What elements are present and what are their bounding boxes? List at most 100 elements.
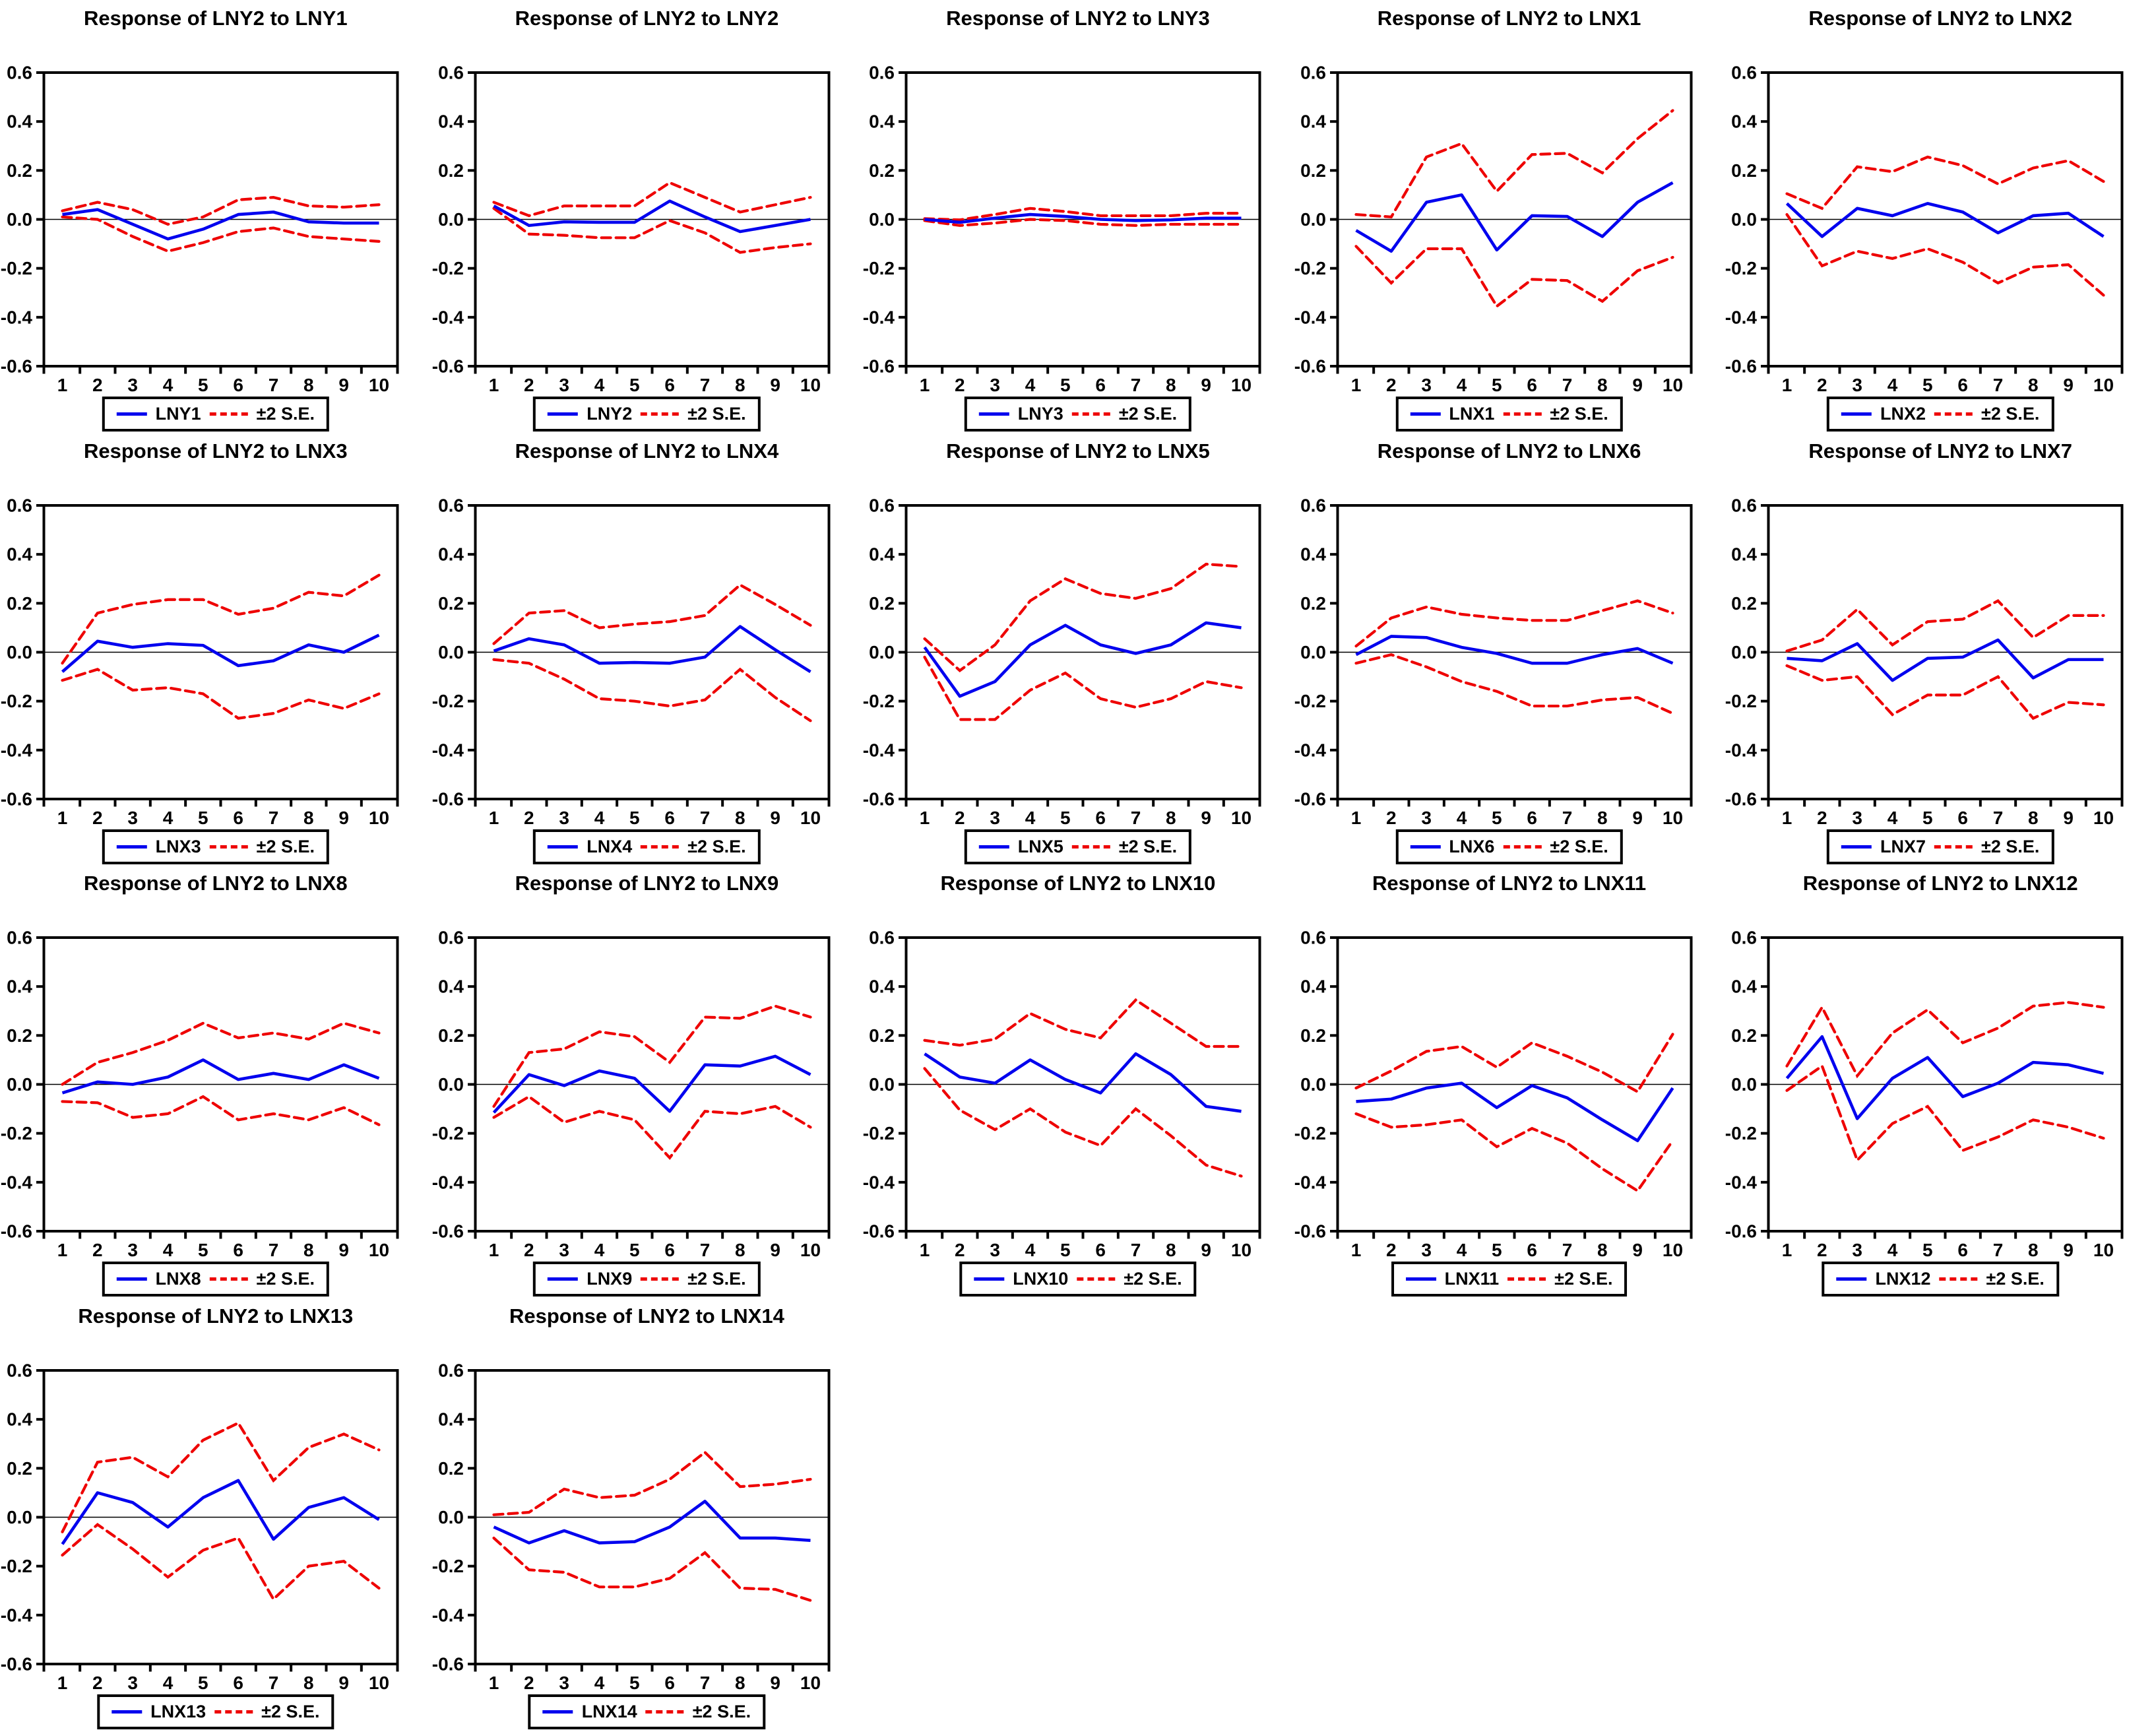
legend: LNX14 ±2 S.E. xyxy=(528,1694,766,1729)
x-tick-label: 2 xyxy=(955,807,965,827)
y-tick-label: 0.2 xyxy=(7,1025,32,1046)
lower-se-band-line xyxy=(923,1067,1243,1178)
x-axis: 1 2 3 4 5 6 7 8 9 10 xyxy=(1336,798,1693,828)
x-tick-label: 8 xyxy=(1166,375,1176,395)
x-tick-label: 3 xyxy=(127,1240,138,1260)
response-line-swatch xyxy=(1836,1277,1867,1281)
legend-se-label: ±2 S.E. xyxy=(1550,404,1608,424)
y-tick-label: -0.4 xyxy=(431,1172,464,1192)
x-tick-label: 5 xyxy=(198,807,208,827)
legend-response-label: LNX8 xyxy=(155,1269,201,1289)
y-tick-label: 0.0 xyxy=(438,641,464,662)
legend-se-label: ±2 S.E. xyxy=(1554,1269,1613,1289)
x-tick-label: 4 xyxy=(1887,807,1898,827)
x-tick-label: 4 xyxy=(1025,375,1036,395)
y-tick-label: -0.2 xyxy=(431,258,463,278)
x-tick-label: 10 xyxy=(800,1673,821,1693)
x-tick-label: 10 xyxy=(800,375,821,395)
legend-response-label: LNY3 xyxy=(1017,404,1063,424)
x-tick-label: 1 xyxy=(57,375,68,395)
response-line xyxy=(493,624,811,673)
legend-se-label: ±2 S.E. xyxy=(692,1701,751,1721)
x-tick-label: 9 xyxy=(1632,375,1643,395)
lower-se-band-line xyxy=(61,1095,381,1126)
x-axis: 1 2 3 4 5 6 7 8 9 10 xyxy=(474,798,831,828)
x-tick-label: 10 xyxy=(369,1240,389,1260)
chart-title: Response of LNY2 to LNX3 xyxy=(83,439,348,463)
y-tick-label: 0.2 xyxy=(438,1458,464,1478)
x-tick-label: 6 xyxy=(233,1240,243,1260)
x-tick-label: 7 xyxy=(269,1673,279,1693)
y-tick-label: 0.6 xyxy=(7,927,32,947)
legend: LNX3 ±2 S.E. xyxy=(102,829,329,864)
x-axis: 1 2 3 4 5 6 7 8 9 10 xyxy=(1336,1231,1693,1260)
x-tick-label: 8 xyxy=(303,375,314,395)
legend-se-label: ±2 S.E. xyxy=(1118,404,1178,424)
upper-se-band-line xyxy=(1785,1001,2105,1079)
irf-chart: Response of LNY2 to LNX8 0.6 0.4 0.2 0.0 -0.… xyxy=(0,865,431,1298)
legend-response-label: LNX7 xyxy=(1880,836,1926,856)
response-line-swatch xyxy=(116,845,147,849)
y-tick-label: -0.2 xyxy=(1,1123,32,1143)
x-tick-label: 5 xyxy=(1922,807,1933,827)
x-tick-label: 10 xyxy=(1231,375,1252,395)
y-axis: 0.6 0.4 0.2 0.0 -0.2 -0.4 -0.6 xyxy=(1,1360,44,1674)
legend-response-label: LNX5 xyxy=(1017,836,1063,856)
y-axis: 0.6 0.4 0.2 0.0 -0.2 -0.4 -0.6 xyxy=(863,927,906,1242)
lower-se-band-line xyxy=(1354,653,1674,715)
irf-chart: Response of LNY2 to LNX10 0.6 0.4 0.2 0.0 -0… xyxy=(862,865,1294,1298)
x-tick-label: 9 xyxy=(338,807,349,827)
x-tick-label: 8 xyxy=(735,807,745,827)
response-line xyxy=(62,208,379,241)
y-tick-label: -0.2 xyxy=(863,691,895,711)
y-tick-label: -0.2 xyxy=(1294,258,1326,278)
lower-se-band-line xyxy=(491,1095,812,1161)
plot-area: 0.6 0.4 0.2 0.0 -0.2 -0.4 -0.6 1 2 3 4 5 6 7 8 9 10 xyxy=(1,927,399,1260)
lower-se-band-line xyxy=(491,207,812,254)
x-tick-label: 4 xyxy=(1025,1240,1036,1260)
y-tick-label: 0.2 xyxy=(7,1458,32,1478)
irf-chart: Response of LNY2 to LNX1 0.6 0.4 0.2 0.0 -0.… xyxy=(1294,0,1725,433)
se-band-swatch xyxy=(641,412,680,416)
y-tick-label: -0.2 xyxy=(1294,691,1326,711)
irf-chart: Response of LNY2 to LNX13 0.6 0.4 0.2 0.0 -0… xyxy=(0,1298,431,1730)
response-line-swatch xyxy=(1405,1277,1436,1281)
x-axis: 1 2 3 4 5 6 7 8 9 10 xyxy=(904,1231,1261,1260)
x-axis: 1 2 3 4 5 6 7 8 9 10 xyxy=(1767,1231,2124,1260)
x-tick-label: 8 xyxy=(735,1673,745,1693)
y-tick-label: -0.6 xyxy=(1294,1221,1326,1241)
x-tick-label: 3 xyxy=(1853,1240,1863,1260)
y-tick-label: 0.2 xyxy=(1300,1025,1326,1046)
response-line xyxy=(923,621,1242,698)
x-tick-label: 8 xyxy=(303,807,314,827)
irf-chart: Response of LNY2 to LNY2 0.6 0.4 0.2 0.0 -0.… xyxy=(431,0,863,433)
x-tick-label: 10 xyxy=(2093,1240,2114,1260)
chart-title: Response of LNY2 to LNX10 xyxy=(940,872,1216,895)
upper-se-band-line xyxy=(923,562,1243,672)
x-tick-label: 5 xyxy=(629,1673,640,1693)
legend-response-label: LNX3 xyxy=(155,836,201,856)
x-tick-label: 5 xyxy=(1060,807,1071,827)
response-line xyxy=(493,1499,811,1545)
x-tick-label: 3 xyxy=(127,807,138,827)
y-tick-label: -0.2 xyxy=(1,1556,32,1576)
legend-se-label: ±2 S.E. xyxy=(1986,1269,2045,1289)
y-tick-label: -0.2 xyxy=(863,258,895,278)
se-band-swatch xyxy=(645,1710,684,1714)
legend-se-label: ±2 S.E. xyxy=(261,1701,320,1721)
y-tick-label: 0.6 xyxy=(869,495,895,515)
y-tick-label: 0.6 xyxy=(869,62,895,82)
response-line-swatch xyxy=(116,412,147,416)
x-tick-label: 10 xyxy=(1231,1240,1252,1260)
legend: LNX6 ±2 S.E. xyxy=(1395,829,1623,864)
x-tick-label: 4 xyxy=(1456,807,1467,827)
upper-se-band-line xyxy=(1354,598,1674,647)
x-tick-label: 6 xyxy=(1527,375,1537,395)
response-line-swatch xyxy=(116,1277,147,1281)
x-tick-label: 6 xyxy=(233,1673,243,1693)
response-line-swatch xyxy=(1841,412,1872,416)
x-tick-label: 2 xyxy=(92,807,103,827)
y-tick-label: 0.0 xyxy=(438,1507,464,1527)
lower-se-band-line xyxy=(923,218,1243,227)
x-tick-label: 10 xyxy=(369,1673,389,1693)
